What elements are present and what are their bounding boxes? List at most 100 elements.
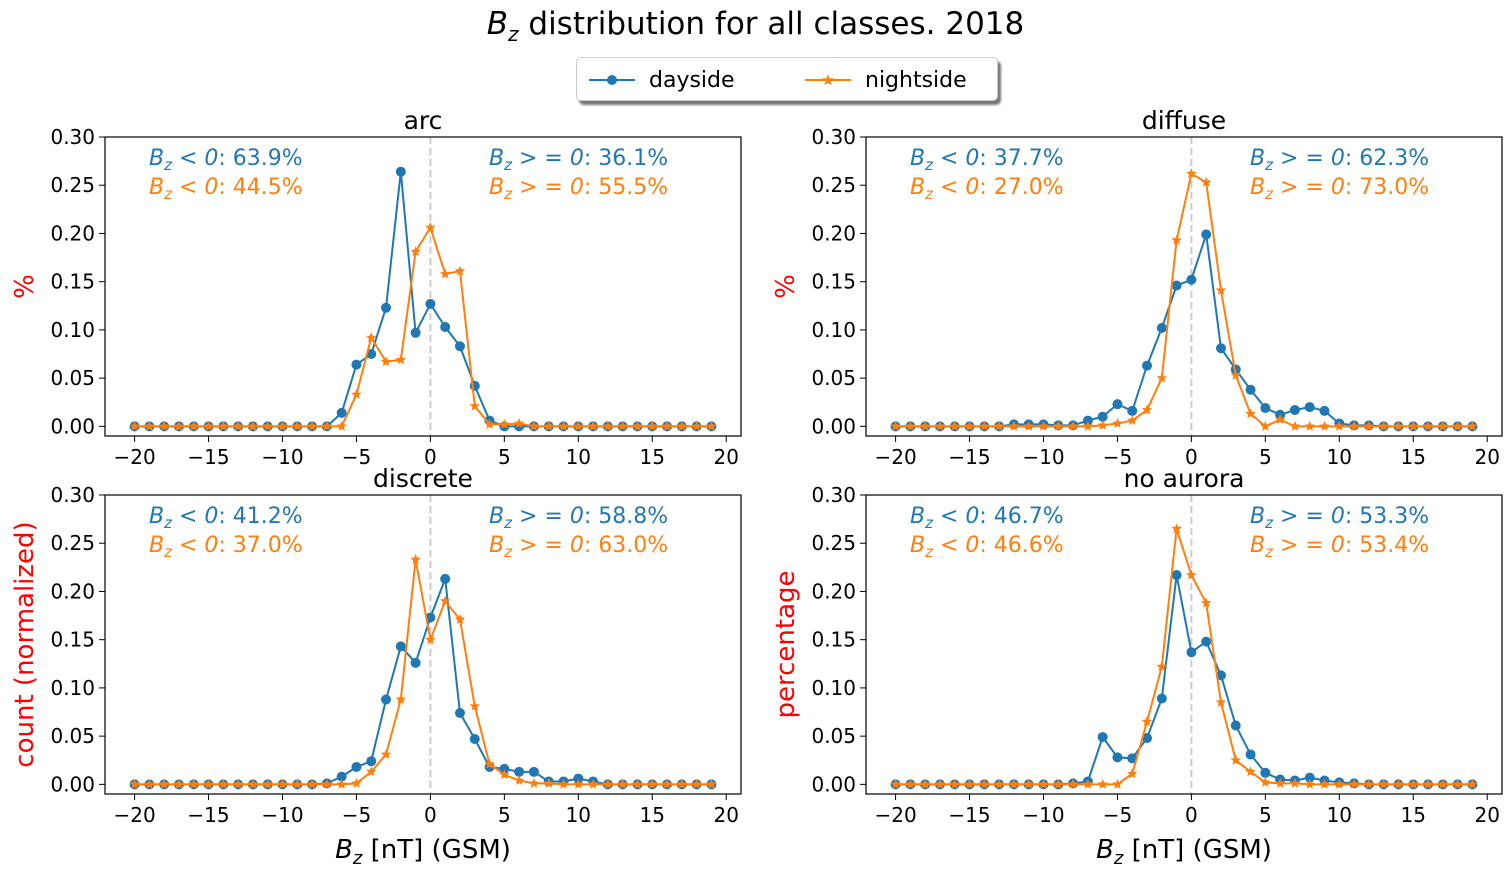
data-point-dayside (1230, 720, 1241, 731)
data-point-nightside (528, 777, 540, 788)
data-point-nightside (1363, 778, 1375, 789)
data-point-dayside (1319, 405, 1330, 416)
data-point-nightside (1008, 778, 1020, 789)
figure-title-sub: z (508, 22, 519, 47)
data-point-dayside (1186, 274, 1197, 285)
annotation-day-neg: Bz < 0: 63.9% (149, 146, 303, 174)
y-axis-label: percentage (771, 570, 801, 718)
x-tick-label: −20 (874, 445, 916, 469)
data-point-nightside (351, 777, 362, 788)
x-tick-label: −10 (1022, 445, 1064, 469)
y-tick-label: 0.15 (811, 270, 856, 294)
data-point-nightside (676, 778, 688, 789)
y-tick-label: 0.20 (50, 221, 95, 245)
data-point-nightside (890, 420, 901, 431)
x-tick-label: 0 (1185, 803, 1198, 827)
axes-frame (865, 136, 1503, 437)
data-point-nightside (351, 389, 362, 399)
data-point-nightside (979, 420, 990, 431)
data-point-dayside (1112, 752, 1123, 763)
data-point-nightside (366, 766, 377, 777)
data-point-nightside (306, 778, 318, 789)
data-point-nightside (1200, 597, 1212, 608)
panel-title: no aurora (1124, 464, 1245, 493)
data-point-nightside (1437, 420, 1449, 431)
data-point-dayside (395, 166, 406, 177)
data-point-nightside (321, 778, 333, 789)
data-point-nightside (1334, 420, 1345, 431)
data-point-nightside (1289, 420, 1301, 431)
annotation-day-pos: Bz > = 0: 36.1% (489, 146, 668, 174)
data-point-dayside (1097, 732, 1108, 743)
data-point-nightside (691, 420, 702, 431)
data-point-nightside (1112, 417, 1123, 428)
x-tick-label: 20 (713, 803, 738, 827)
y-axis-label: % (771, 274, 801, 299)
y-tick-label: 0.00 (811, 772, 856, 796)
data-point-nightside (513, 417, 525, 428)
data-point-nightside (1363, 420, 1375, 431)
data-point-nightside (1186, 569, 1197, 580)
data-point-nightside (587, 778, 599, 789)
data-point-dayside (1304, 772, 1315, 783)
data-point-nightside (188, 420, 199, 431)
data-point-nightside (1008, 420, 1020, 431)
data-point-nightside (558, 778, 569, 789)
data-point-nightside (336, 778, 347, 789)
data-point-dayside (1304, 402, 1315, 413)
y-tick-label: 0.05 (811, 366, 856, 390)
data-point-nightside (632, 420, 643, 431)
data-point-nightside (218, 778, 229, 789)
data-point-dayside (351, 359, 362, 370)
x-tick-label: 0 (424, 803, 437, 827)
data-point-nightside (380, 356, 392, 367)
data-point-nightside (1378, 778, 1389, 789)
data-point-nightside (1097, 419, 1108, 430)
data-point-nightside (277, 778, 288, 789)
x-tick-label: −10 (261, 803, 303, 827)
data-point-dayside (410, 327, 421, 338)
axes-frame (865, 494, 1503, 795)
data-point-nightside (1023, 778, 1034, 789)
data-point-nightside (919, 778, 931, 789)
y-tick-label: 0.20 (50, 579, 95, 603)
x-tick-label: −15 (948, 445, 990, 469)
data-point-nightside (1097, 778, 1108, 789)
data-point-nightside (1127, 768, 1138, 779)
data-point-nightside (1260, 776, 1271, 787)
data-point-nightside (129, 420, 140, 431)
data-point-dayside (440, 322, 451, 333)
x-tick-label: 5 (1259, 445, 1272, 469)
data-point-nightside (617, 420, 628, 431)
data-point-dayside (1112, 399, 1123, 410)
data-point-dayside (454, 707, 465, 718)
data-point-nightside (1156, 372, 1168, 383)
data-point-dayside (336, 771, 347, 782)
data-point-nightside (513, 775, 525, 785)
data-point-dayside (366, 349, 377, 360)
x-tick-label: 15 (640, 445, 665, 469)
y-tick-label: 0.00 (50, 772, 95, 796)
data-point-nightside (1408, 778, 1419, 789)
data-point-nightside (484, 418, 495, 429)
y-tick-label: 0.05 (50, 724, 95, 748)
legend-marker-nightside (805, 74, 851, 86)
x-tick-label: −5 (1103, 803, 1132, 827)
annotation-night-neg: Bz < 0: 37.0% (149, 533, 303, 561)
legend-label-dayside: dayside (649, 67, 735, 93)
data-point-nightside (528, 420, 540, 431)
series-line-dayside (895, 574, 1473, 786)
data-point-nightside (262, 420, 273, 431)
data-point-nightside (647, 420, 658, 431)
figure-title-var: B (486, 6, 509, 42)
data-point-nightside (573, 420, 584, 431)
data-point-dayside (410, 657, 421, 668)
data-point-nightside (1422, 778, 1434, 789)
annotation-night-neg: Bz < 0: 46.6% (910, 533, 1064, 561)
data-point-nightside (218, 420, 229, 431)
data-point-dayside (395, 641, 406, 652)
data-point-dayside (528, 766, 539, 777)
data-point-nightside (395, 693, 407, 704)
data-point-nightside (1053, 778, 1064, 789)
legend-marker-dayside (589, 75, 635, 85)
